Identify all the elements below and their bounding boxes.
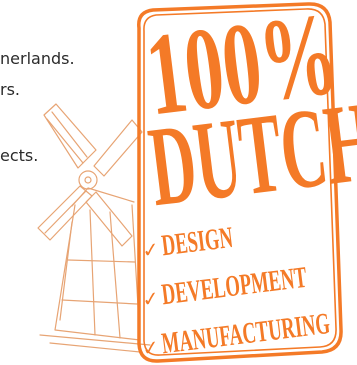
check-icon: ✓ bbox=[140, 285, 161, 312]
check-icon: ✓ bbox=[140, 334, 161, 361]
text-fragment-2: rs. bbox=[0, 80, 20, 99]
text-fragment-1: nerlands. bbox=[0, 49, 75, 68]
badge-headline-word: DUTCH bbox=[142, 76, 357, 231]
text-fragment-3: ects. bbox=[0, 146, 39, 165]
check-icon: ✓ bbox=[140, 236, 161, 263]
